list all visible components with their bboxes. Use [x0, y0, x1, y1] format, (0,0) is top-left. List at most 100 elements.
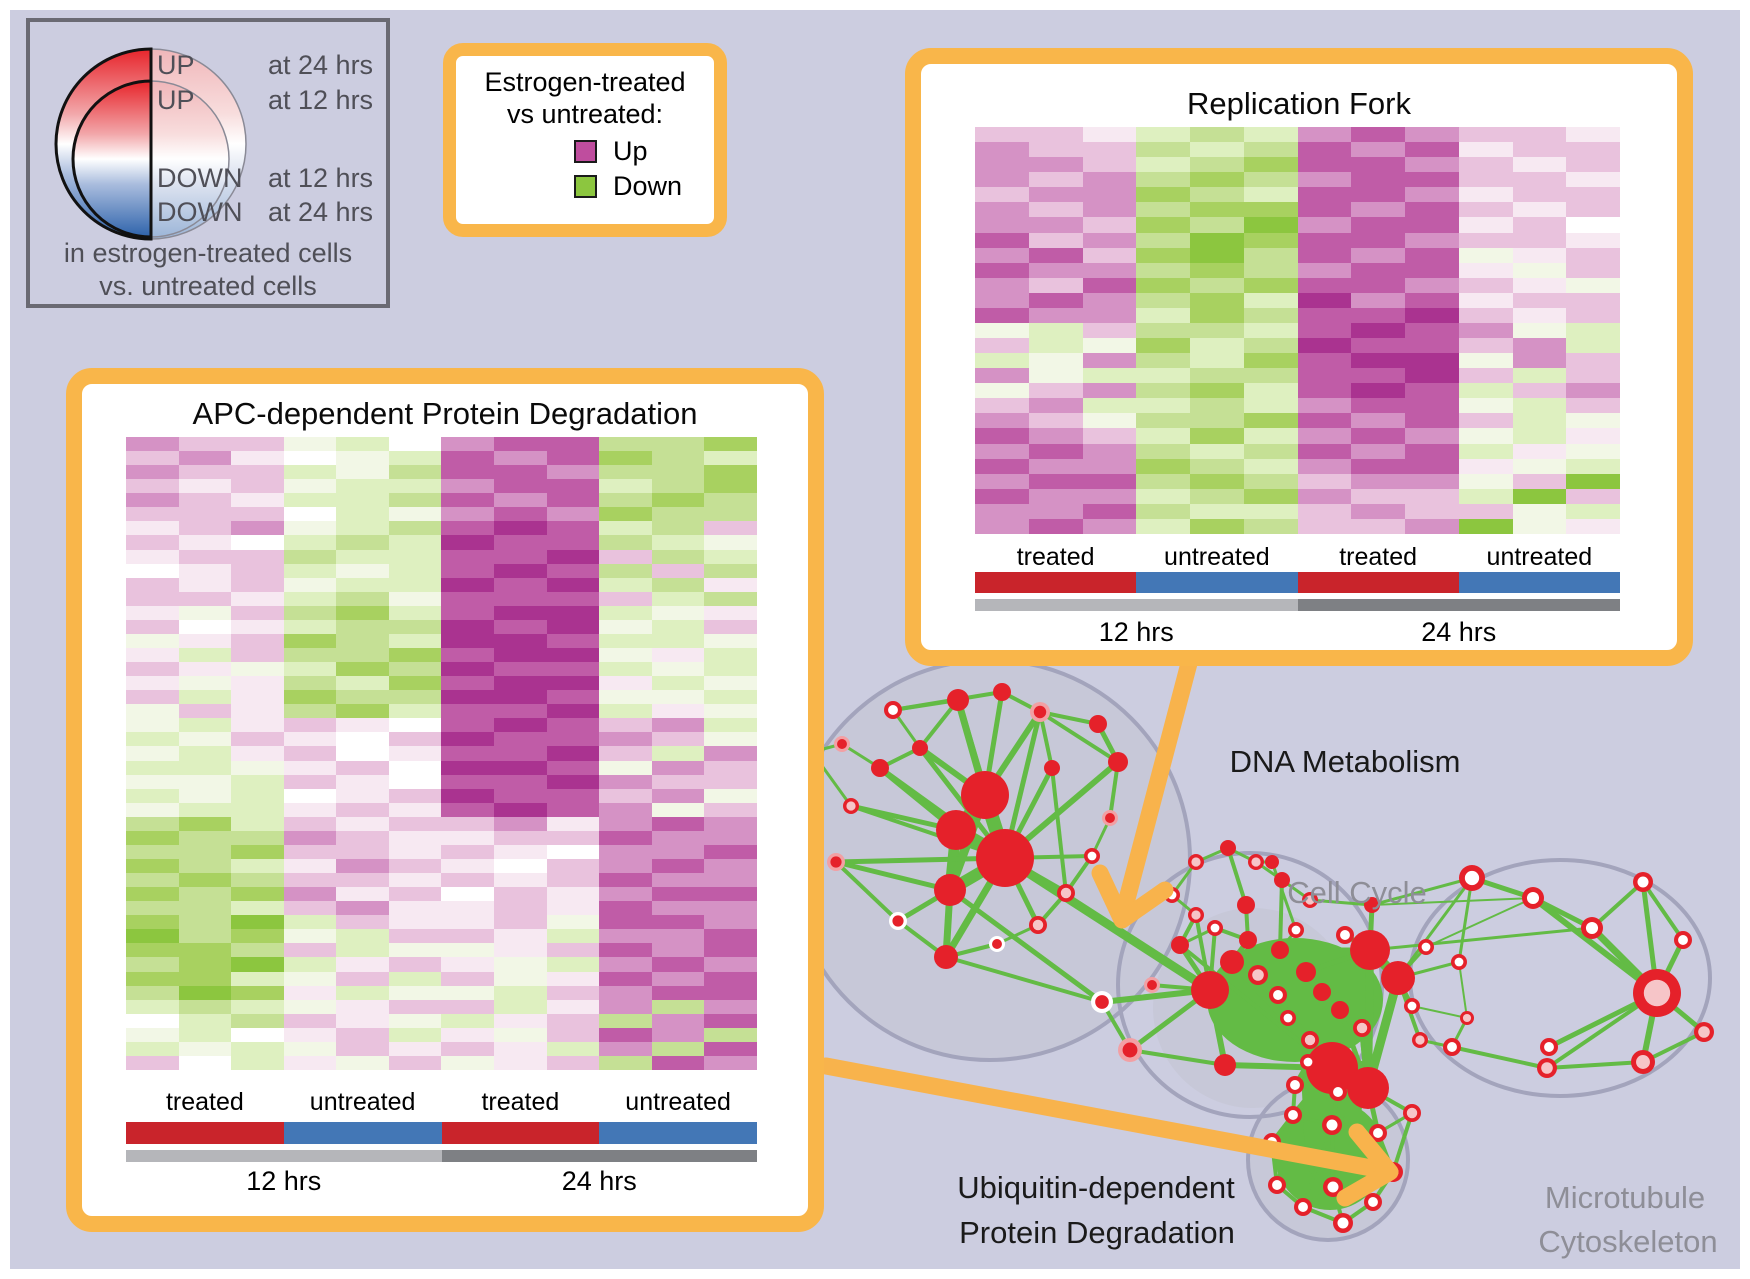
heatmap-cell [546, 465, 600, 480]
heatmap-cell [231, 957, 284, 972]
heatmap-cell [1405, 488, 1459, 504]
heatmap-cell [1028, 473, 1083, 489]
heatmap-cell [126, 760, 179, 775]
heatmap-cell [1297, 172, 1352, 188]
heatmap-cell [704, 437, 757, 452]
heatmap-cell [1190, 518, 1244, 534]
heatmap-cell [1351, 473, 1405, 489]
heatmap-cell [546, 760, 600, 775]
heatmap-cell [283, 915, 337, 930]
heatmap-cell [1028, 307, 1083, 323]
heatmap-cell [1405, 383, 1459, 399]
heatmap-cell [231, 830, 284, 845]
heatmap-cell [1405, 307, 1459, 323]
heatmap-cell [1243, 247, 1298, 263]
legend-item-up: Up [574, 136, 714, 166]
heatmap-cell [283, 619, 337, 634]
heatmap-cell [599, 971, 652, 986]
heatmap-cell [1243, 398, 1298, 414]
heatmap-cell [599, 479, 652, 494]
heatmap-cell [1028, 458, 1083, 474]
heatmap-cell [1512, 322, 1567, 339]
heatmap-cell [546, 929, 600, 944]
heatmap-cell [494, 549, 547, 564]
heatmap-cell [546, 647, 600, 663]
heatmap-cell [1405, 518, 1459, 534]
heatmap-cell [178, 521, 232, 536]
condition-bar-segment [1136, 572, 1298, 593]
heatmap-cell [283, 676, 337, 691]
heatmap-cell [1028, 247, 1083, 263]
heatmap-cell [178, 591, 232, 606]
up-swatch-icon [574, 140, 597, 163]
heatmap-cell [231, 1027, 284, 1042]
heatmap-cell [1297, 232, 1352, 248]
heatmap-cell [388, 619, 442, 634]
heatmap-cell [1243, 217, 1298, 233]
heatmap-cell [126, 873, 179, 888]
heatmap-cell [1458, 127, 1513, 143]
time-label: 24 hrs [1421, 617, 1497, 647]
heatmap-cell [1458, 503, 1513, 519]
heatmap-cell [546, 521, 600, 536]
heatmap-cell [651, 985, 705, 1000]
heatmap-cell [546, 858, 600, 874]
heatmap-cell [441, 521, 495, 536]
heatmap-cell [1351, 488, 1405, 504]
heatmap-cell [1405, 247, 1459, 263]
heatmap-cell [1351, 262, 1405, 278]
heatmap-cell [1458, 142, 1513, 158]
heatmap-cell [975, 142, 1029, 158]
heatmap-cell [388, 563, 442, 578]
heatmap-cell [704, 746, 757, 761]
heatmap-cell [1028, 262, 1083, 278]
heatmap-cell [283, 718, 337, 733]
heatmap-cell [231, 549, 284, 564]
heatmap-cell [1566, 383, 1620, 399]
heatmap-cell [1190, 322, 1244, 339]
condition-bar-segment [599, 1122, 757, 1144]
heatmap-cell [651, 887, 705, 902]
heatmap-cell [1458, 458, 1513, 474]
heatmap-cell [704, 465, 757, 480]
heatmap-cell [651, 816, 705, 831]
heatmap-cell [231, 971, 284, 986]
heatmap-cell [546, 591, 600, 606]
heatmap-cell [651, 676, 705, 691]
heatmap-cell [1512, 292, 1567, 308]
heatmap-cell [1136, 202, 1190, 218]
heatmap-cell [283, 929, 337, 944]
heatmap-cell [441, 577, 495, 592]
heatmap-cell [975, 262, 1029, 278]
heatmap-cell [126, 718, 179, 733]
heatmap-cell [1190, 127, 1244, 143]
heatmap-cell [599, 915, 652, 930]
heatmap-cell [651, 746, 705, 761]
heatmap-cell [178, 451, 232, 466]
heatmap-cell [178, 732, 232, 747]
heatmap-cell [388, 718, 442, 733]
heatmap-cell [1512, 338, 1567, 354]
heatmap-cell [283, 1041, 337, 1056]
heatmap-cell [1458, 353, 1513, 369]
heatmap-cell [1082, 488, 1137, 504]
heatmap-cell [1136, 503, 1190, 519]
heatmap-cell [704, 690, 757, 705]
heatmap-cell [1566, 458, 1620, 474]
heatmap-cell [1512, 443, 1567, 459]
heatmap-cell [1136, 443, 1190, 459]
heatmap-cell [283, 887, 337, 902]
heatmap-cell [1190, 428, 1244, 444]
heatmap-cell [126, 563, 179, 578]
heatmap-cell [975, 247, 1029, 263]
heatmap-cell [1566, 232, 1620, 248]
heatmap-cell [283, 591, 337, 606]
heatmap-cell [704, 943, 757, 958]
heatmap-cell [704, 929, 757, 944]
heatmap-cell [178, 662, 232, 677]
heatmap-cell [388, 493, 442, 508]
heatmap-cell [599, 437, 652, 452]
heatmap-cell [599, 732, 652, 747]
heatmap-cell [336, 1055, 389, 1070]
